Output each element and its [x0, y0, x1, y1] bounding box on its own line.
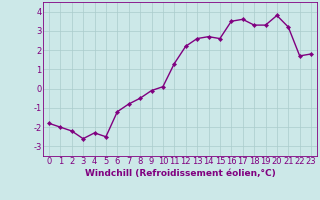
X-axis label: Windchill (Refroidissement éolien,°C): Windchill (Refroidissement éolien,°C)	[84, 169, 276, 178]
